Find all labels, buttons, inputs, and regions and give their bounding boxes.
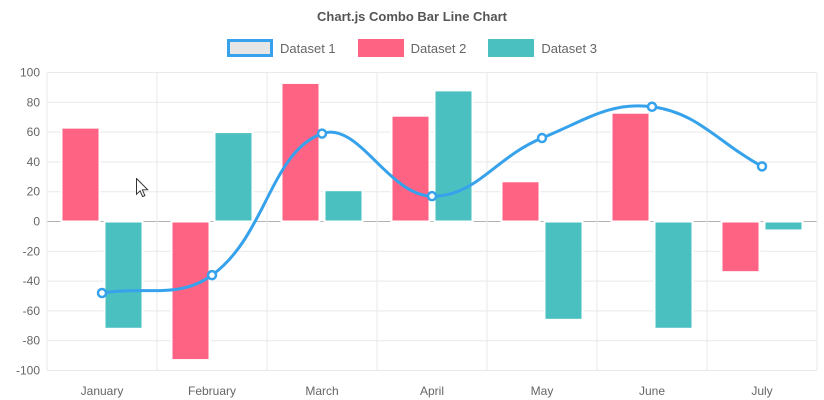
x-tick-label: February xyxy=(188,384,236,398)
dataset2-swatch-icon xyxy=(357,39,404,57)
x-tick-label: March xyxy=(305,384,338,398)
y-tick-label: 20 xyxy=(27,185,41,199)
bar-dataset-2-march[interactable] xyxy=(280,81,321,223)
legend-item-dataset2[interactable]: Dataset 2 xyxy=(357,39,467,57)
x-tick-label: July xyxy=(751,384,772,398)
x-tick-label: April xyxy=(420,384,444,398)
line-point-february[interactable] xyxy=(206,269,218,281)
y-tick-label: -60 xyxy=(23,304,41,318)
chart-title: Chart.js Combo Bar Line Chart xyxy=(317,9,507,24)
legend-label: Dataset 2 xyxy=(410,40,467,56)
line-point-july[interactable] xyxy=(756,161,768,172)
bar-dataset-2-may[interactable] xyxy=(500,180,541,223)
legend-label: Dataset 1 xyxy=(280,40,336,56)
y-tick-label: 80 xyxy=(27,95,41,109)
y-tick-label: -80 xyxy=(23,334,41,348)
line-point-june[interactable] xyxy=(646,101,658,113)
bar-dataset-2-june[interactable] xyxy=(610,111,651,223)
line-point-january[interactable] xyxy=(96,287,108,299)
y-tick-label: 60 xyxy=(27,125,41,139)
bar-dataset-3-may[interactable] xyxy=(543,220,584,321)
legend-item-dataset3[interactable]: Dataset 3 xyxy=(488,39,597,57)
y-tick-label: 0 xyxy=(33,215,40,229)
y-tick-label: 40 xyxy=(27,155,41,169)
bar-dataset-3-january[interactable] xyxy=(103,220,144,330)
dataset1-swatch-icon xyxy=(227,39,274,57)
bar-dataset-3-march[interactable] xyxy=(323,189,364,223)
line-point-may[interactable] xyxy=(536,132,548,144)
chart-legend: Dataset 1 Dataset 2 Dataset 3 xyxy=(0,39,824,57)
bar-dataset-2-april[interactable] xyxy=(390,114,431,223)
bar-dataset-2-july[interactable] xyxy=(720,220,761,274)
y-tick-label: 100 xyxy=(20,66,40,80)
x-tick-label: May xyxy=(531,384,554,398)
y-tick-label: -20 xyxy=(23,244,41,258)
y-tick-label: -100 xyxy=(16,364,40,378)
line-point-april[interactable] xyxy=(426,190,438,202)
bar-dataset-3-february[interactable] xyxy=(213,131,254,223)
line-point-march[interactable] xyxy=(316,128,328,139)
x-tick-label: January xyxy=(81,384,124,398)
bar-dataset-3-july[interactable] xyxy=(763,220,804,232)
bar-dataset-2-january[interactable] xyxy=(60,126,101,223)
y-tick-label: -40 xyxy=(23,274,41,288)
legend-item-dataset1[interactable]: Dataset 1 xyxy=(227,39,336,57)
bar-dataset-3-april[interactable] xyxy=(433,89,474,223)
legend-label: Dataset 3 xyxy=(541,40,597,56)
dataset3-swatch-icon xyxy=(488,39,535,57)
bar-dataset-3-june[interactable] xyxy=(653,220,694,330)
bar-dataset-2-february[interactable] xyxy=(170,220,211,362)
x-tick-label: June xyxy=(639,384,665,398)
